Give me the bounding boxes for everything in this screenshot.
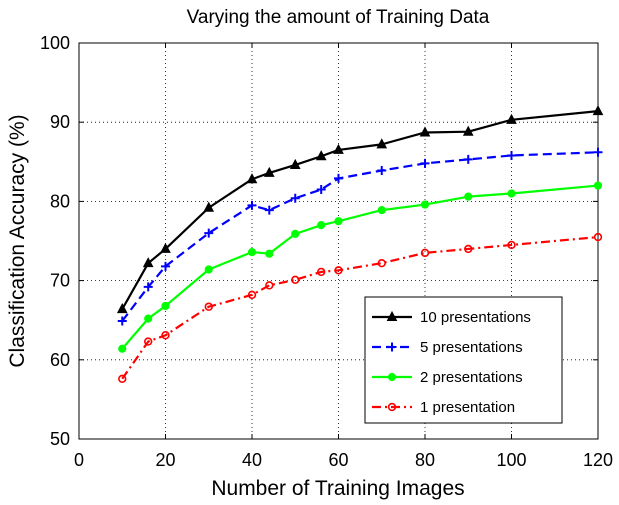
data-point xyxy=(317,221,326,230)
data-point xyxy=(462,125,474,136)
data-point xyxy=(506,113,517,124)
data-point xyxy=(116,303,128,314)
y-tick-label: 100 xyxy=(40,33,70,53)
x-tick-label: 60 xyxy=(328,450,348,470)
data-point xyxy=(334,217,343,226)
series-2 xyxy=(117,147,603,326)
data-point xyxy=(592,105,604,116)
data-point xyxy=(593,147,603,157)
data-point xyxy=(420,200,430,209)
data-point xyxy=(117,316,127,326)
data-point xyxy=(420,158,430,168)
legend-marker xyxy=(387,372,397,382)
data-point xyxy=(161,301,170,311)
data-point xyxy=(377,166,387,176)
x-axis-label: Number of Training Images xyxy=(211,477,464,500)
x-tick-label: 100 xyxy=(496,450,526,470)
series-3 xyxy=(118,181,603,353)
data-point xyxy=(161,331,170,340)
data-point xyxy=(291,229,300,238)
series-4 xyxy=(118,232,603,384)
data-point xyxy=(143,282,153,292)
data-point xyxy=(144,337,153,346)
data-point xyxy=(247,247,257,257)
legend-label: 1 presentation xyxy=(420,399,515,416)
data-point xyxy=(160,242,171,253)
data-point xyxy=(204,228,214,238)
y-tick-label: 50 xyxy=(50,429,70,449)
data-point xyxy=(265,249,274,258)
x-tick-label: 20 xyxy=(155,450,175,470)
x-tick-label: 0 xyxy=(74,450,84,470)
legend-label: 10 presentations xyxy=(420,309,531,326)
data-point xyxy=(507,240,516,250)
y-tick-label: 80 xyxy=(50,191,70,211)
data-point xyxy=(593,181,603,190)
data-point xyxy=(317,267,326,277)
data-point xyxy=(316,185,326,195)
data-point xyxy=(289,158,301,169)
data-point xyxy=(118,374,127,384)
x-tick-label: 120 xyxy=(583,450,613,470)
data-point xyxy=(291,275,300,285)
data-point xyxy=(419,126,431,137)
data-point xyxy=(464,192,473,201)
x-tick-label: 80 xyxy=(415,450,435,470)
data-point xyxy=(204,265,213,274)
data-point xyxy=(118,344,127,353)
legend-marker xyxy=(387,342,397,352)
data-point xyxy=(377,258,386,268)
data-point xyxy=(507,189,516,198)
data-point xyxy=(376,138,388,149)
data-point xyxy=(333,143,344,154)
data-point xyxy=(463,154,473,164)
legend-marker xyxy=(387,402,397,412)
series-line xyxy=(121,235,599,380)
y-axis-label: Classification Accuracy (%) xyxy=(6,114,29,367)
chart-title: Varying the amount of Training Data xyxy=(187,7,490,28)
y-tick-label: 70 xyxy=(50,271,70,291)
legend-marker xyxy=(386,310,398,321)
data-point xyxy=(290,193,300,203)
data-point xyxy=(265,281,274,290)
data-point xyxy=(377,206,386,215)
data-point xyxy=(246,173,258,184)
data-point xyxy=(142,257,154,268)
data-point xyxy=(247,290,257,300)
data-point xyxy=(593,232,603,242)
series-line xyxy=(121,151,599,322)
y-tick-label: 60 xyxy=(50,350,70,370)
series-line xyxy=(121,184,599,350)
legend-label: 2 presentations xyxy=(420,369,523,386)
series-group xyxy=(116,105,604,384)
data-point xyxy=(204,302,213,311)
data-point xyxy=(263,166,275,177)
data-point xyxy=(144,314,153,323)
data-point xyxy=(203,201,215,212)
y-tick-label: 90 xyxy=(50,112,70,132)
data-point xyxy=(247,200,257,210)
data-point xyxy=(264,205,274,215)
data-point xyxy=(464,244,473,254)
legend-label: 5 presentations xyxy=(420,339,523,356)
data-point xyxy=(420,248,430,258)
series-line xyxy=(121,110,599,310)
data-point xyxy=(334,173,343,183)
x-tick-label: 40 xyxy=(242,450,262,470)
data-point xyxy=(507,150,516,160)
data-point xyxy=(161,261,170,271)
data-point xyxy=(315,150,327,161)
data-point xyxy=(334,266,343,275)
legend: 10 presentations 5 presentations 2 present… xyxy=(364,296,563,424)
series-1 xyxy=(116,105,604,314)
axis-ticks: 0 20 40 60 80 100 120 50 60 70 80 90 100 xyxy=(40,33,613,470)
